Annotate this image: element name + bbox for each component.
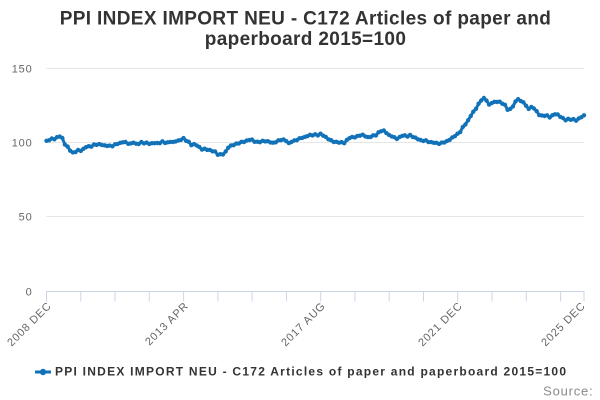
svg-text:PPI INDEX IMPORT NEU - C172 Ar: PPI INDEX IMPORT NEU - C172 Articles of …	[55, 365, 567, 379]
svg-text:Source:: Source:	[543, 384, 593, 399]
svg-text:0: 0	[26, 287, 33, 299]
svg-text:100: 100	[12, 138, 33, 150]
svg-text:50: 50	[19, 212, 33, 224]
svg-text:PPI INDEX IMPORT NEU - C172 Ar: PPI INDEX IMPORT NEU - C172 Articles of …	[60, 9, 552, 30]
svg-text:150: 150	[12, 64, 33, 76]
svg-text:paperboard 2015=100: paperboard 2015=100	[205, 29, 407, 50]
